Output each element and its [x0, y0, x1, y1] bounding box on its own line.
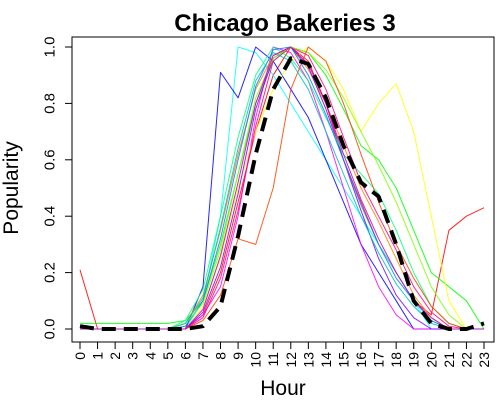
x-tick-label: 1 — [90, 352, 106, 360]
plot-frame — [71, 36, 495, 343]
x-tick-label: 14 — [318, 352, 334, 368]
series-line-mean — [79, 56, 485, 331]
x-tick-label: 8 — [213, 352, 229, 360]
y-tick-label: 0.4 — [42, 206, 59, 227]
x-tick-label: 6 — [177, 352, 193, 360]
y-tick-label: 1.0 — [42, 37, 59, 58]
x-tick-label: 7 — [195, 352, 211, 360]
x-tick-label: 5 — [160, 352, 176, 360]
x-tick-label: 19 — [406, 352, 422, 368]
x-tick-label: 17 — [371, 352, 387, 368]
x-tick-label: 21 — [441, 352, 457, 368]
x-tick-label: 12 — [283, 352, 299, 368]
y-tick-label: 0.8 — [42, 93, 59, 114]
x-tick-label: 22 — [458, 352, 474, 368]
series-line-14 — [80, 52, 484, 330]
x-tick-label: 0 — [72, 352, 88, 360]
y-axis: 0.0 0.2 0.4 0.6 0.8 1.0 — [42, 37, 72, 340]
series-layer — [79, 46, 485, 331]
x-tick-label: 13 — [300, 352, 316, 368]
x-tick-label: 4 — [142, 352, 158, 360]
x-tick-label: 9 — [230, 352, 246, 360]
series-line-2 — [80, 46, 484, 330]
x-axis: 0 1 2 3 4 5 6 7 8 9 10 11 12 13 14 15 16 17 18 19 20 21 22 23 — [72, 342, 492, 368]
x-tick-label: 10 — [248, 352, 264, 368]
y-tick-label: 0.2 — [42, 262, 59, 283]
x-tick-label: 23 — [476, 352, 492, 368]
x-tick-label: 3 — [125, 352, 141, 360]
x-tick-label: 15 — [335, 352, 351, 368]
x-axis-label: Hour — [260, 377, 306, 400]
x-tick-label: 11 — [265, 352, 281, 367]
x-tick-label: 2 — [107, 352, 123, 360]
x-tick-label: 18 — [388, 352, 404, 368]
y-tick-label: 0.6 — [42, 149, 59, 170]
chart-title: Chicago Bakeries 3 — [174, 10, 395, 37]
y-axis-label: Popularity — [0, 141, 23, 235]
x-tick-label: 20 — [423, 352, 439, 368]
x-tick-label: 16 — [353, 352, 369, 368]
y-tick-label: 0.0 — [42, 319, 59, 340]
